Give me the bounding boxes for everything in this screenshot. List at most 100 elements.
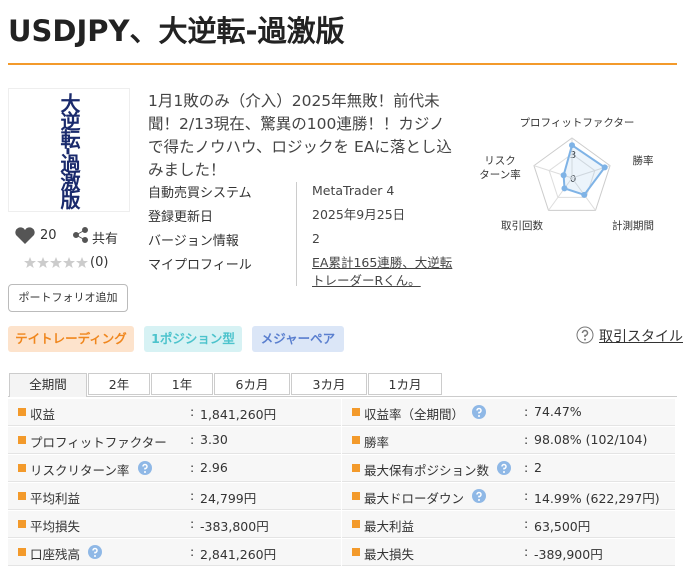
stat-separator: : <box>524 460 529 475</box>
stat-value: 98.08% (102/104) <box>534 432 648 447</box>
radar-point <box>561 185 568 192</box>
stat-separator: : <box>524 404 529 419</box>
help-icon[interactable] <box>497 461 511 475</box>
description: 1月1敗のみ（介入）2025年無敗！前代未聞！2/13現在、驚異の100連勝！！… <box>148 92 452 179</box>
title-rule <box>8 63 677 65</box>
stat-label: リスクリターン率 <box>30 463 130 478</box>
info-value: 2025年9月25日 <box>312 207 406 222</box>
bullet <box>18 520 26 528</box>
page-title: USDJPY、大逆転-過激版 <box>8 14 345 48</box>
rating-stars <box>24 257 88 268</box>
info-label: 登録更新日 <box>148 210 214 225</box>
style-link[interactable]: 取引スタイル <box>599 329 683 345</box>
tab[interactable]: 全期間 <box>9 373 87 397</box>
portfolio-button[interactable]: ポートフォリオ追加 <box>8 284 128 312</box>
help-icon[interactable] <box>138 461 152 475</box>
info-label: バージョン情報 <box>148 234 239 249</box>
stats-row <box>8 483 341 510</box>
stat-label: 平均損失 <box>30 519 81 534</box>
help-mark <box>476 491 482 498</box>
stat-separator: : <box>524 516 529 531</box>
stat-label: 最大ドローダウン <box>364 491 465 506</box>
stat-value: 24,799円 <box>200 491 257 506</box>
help-icon[interactable] <box>472 405 486 419</box>
stat-separator: : <box>190 432 195 447</box>
stat-value: 2,841,260円 <box>200 547 277 562</box>
profile-link[interactable]: EA累計165連勝、大逆転トレーダーRくん。 <box>312 255 453 288</box>
stat-value: 74.47% <box>534 404 582 419</box>
help-mark <box>142 463 148 470</box>
radar-spoke <box>548 177 573 211</box>
radar-tick-label: 3 <box>570 150 576 161</box>
stat-separator: : <box>190 460 195 475</box>
stat-value: 14.99% (622,297円) <box>534 491 660 506</box>
stat-separator: : <box>524 432 529 447</box>
share-icon[interactable] <box>72 226 90 244</box>
stats-row <box>8 399 341 426</box>
bullet <box>18 436 26 444</box>
info-label: マイプロフィール <box>148 258 252 273</box>
help-mark <box>476 407 482 414</box>
heart-icon[interactable] <box>14 226 36 246</box>
stats-row <box>8 511 341 538</box>
stats-row <box>342 399 675 426</box>
stat-label: 最大保有ポジション数 <box>364 463 490 478</box>
tab[interactable]: 6カ月 <box>214 373 290 395</box>
radar-point <box>560 172 567 179</box>
stat-value: 2 <box>534 460 542 475</box>
stat-value: 1,841,260円 <box>200 407 277 422</box>
radar-axis-label: 勝率 <box>632 155 654 167</box>
bullet <box>352 464 360 472</box>
stat-value: 2.96 <box>200 460 228 475</box>
stat-separator: : <box>190 404 195 419</box>
stats-row <box>8 539 341 566</box>
tag[interactable]: メジャーペア <box>252 326 344 352</box>
bullet <box>352 436 360 444</box>
tag[interactable]: テイトレーディング <box>8 326 134 352</box>
stats-row <box>8 427 341 454</box>
help-icon[interactable] <box>472 489 486 503</box>
stat-separator: : <box>524 544 529 559</box>
stat-separator: : <box>190 516 195 531</box>
tab[interactable]: 1カ月 <box>368 373 442 395</box>
radar-area <box>562 143 607 197</box>
radar-axis-label: リスク ターン率 <box>479 155 521 181</box>
tab[interactable]: 3カ月 <box>291 373 367 395</box>
stat-separator: : <box>524 488 529 503</box>
tab-rule <box>8 396 677 397</box>
stat-label: 平均利益 <box>30 491 81 506</box>
radar-axis-label: プロフィットファクター <box>519 117 635 129</box>
thumbnail[interactable]: 大逆転-過激版 <box>8 88 130 212</box>
radar-axis-label: 計測期間 <box>612 220 654 232</box>
help-mark <box>92 547 98 554</box>
tab[interactable]: 1年 <box>151 373 213 395</box>
bullet <box>18 492 26 500</box>
info-label: 自動売買システム <box>148 186 252 201</box>
help-dot <box>478 415 480 417</box>
help-dot <box>503 471 505 473</box>
stat-separator: : <box>190 488 195 503</box>
stat-value: -389,900円 <box>534 547 603 562</box>
share-label[interactable]: 共有 <box>92 232 119 247</box>
help-icon[interactable] <box>576 326 594 344</box>
tab[interactable]: 2年 <box>88 373 150 395</box>
stats-row <box>8 455 341 482</box>
help-icon[interactable] <box>88 545 102 559</box>
stat-value: 3.30 <box>200 432 228 447</box>
bullet <box>352 520 360 528</box>
bullet <box>352 492 360 500</box>
radar-point <box>569 142 575 149</box>
stat-label: プロフィットファクター <box>30 435 167 450</box>
bullet <box>352 548 360 556</box>
thumbnail-text: 大逆転-過激版 <box>57 92 81 208</box>
tag[interactable]: 1ポジション型 <box>144 326 242 352</box>
radar-point <box>601 164 608 171</box>
help-dot <box>144 471 146 473</box>
radar-ring <box>548 153 596 198</box>
stat-label: 最大損失 <box>364 547 415 562</box>
bullet <box>18 464 26 472</box>
stat-label: 口座残高 <box>30 547 81 562</box>
radar-outer <box>533 137 611 211</box>
stat-separator: : <box>190 544 195 559</box>
